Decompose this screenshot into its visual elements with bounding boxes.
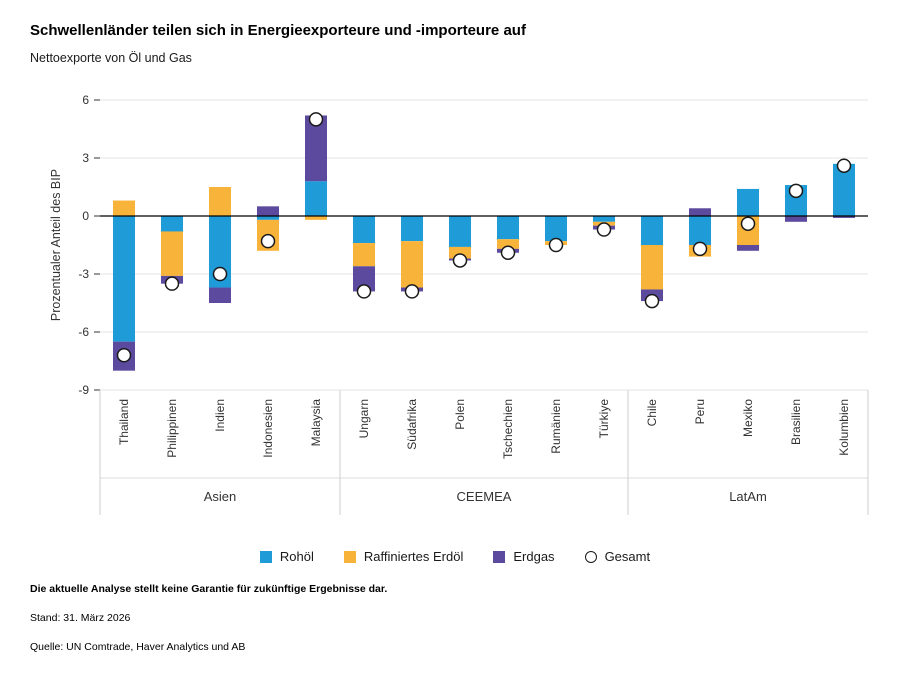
as-of-note: Stand: 31. März 2026 <box>30 612 131 624</box>
bar-segment <box>497 216 519 240</box>
total-marker <box>260 233 276 249</box>
bar-segment <box>449 246 471 259</box>
bar-segment <box>785 216 807 222</box>
bar-segment <box>353 216 375 244</box>
bar-segment <box>689 216 711 245</box>
total-marker <box>452 253 468 268</box>
total-marker <box>644 293 660 309</box>
legend-item-raffiniertes-erd-l: Raffiniertes Erdöl <box>343 549 464 564</box>
bar-segment <box>593 216 615 222</box>
bar-segment <box>401 216 423 242</box>
bar-segment <box>305 181 327 216</box>
country-label: Chile <box>645 399 659 427</box>
bar-segment <box>353 243 375 267</box>
y-tick-label: 0 <box>82 209 89 223</box>
country-label: Malaysia <box>309 399 323 447</box>
y-tick-label: -3 <box>78 267 89 281</box>
bar-segment <box>833 163 855 216</box>
bar-segment <box>209 287 231 303</box>
disclaimer-note: Die aktuelle Analyse stellt keine Garant… <box>30 583 388 595</box>
legend-label: Rohöl <box>279 549 314 564</box>
bar-segment <box>305 216 327 220</box>
total-marker <box>356 284 372 299</box>
group-label: CEEMEA <box>457 489 512 504</box>
country-label: Polen <box>453 399 467 430</box>
country-label: Mexiko <box>741 399 755 437</box>
legend-item-roh-l: Rohöl <box>259 549 314 564</box>
series-color-swatch <box>343 550 356 563</box>
chart-subtitle: Nettoexporte von Öl und Gas <box>30 51 192 65</box>
bar-segment <box>113 216 135 342</box>
country-label: Tschechien <box>501 399 515 459</box>
bar-segment <box>257 206 279 216</box>
bar-segment <box>833 216 855 218</box>
gesamt-marker-icon <box>584 550 597 563</box>
total-marker <box>164 276 180 291</box>
bar-segment <box>737 245 759 251</box>
country-label: Südafrika <box>405 399 419 450</box>
bar-segment <box>305 115 327 182</box>
country-label: Rumänien <box>549 399 563 454</box>
legend-label: Raffiniertes Erdöl <box>363 549 464 564</box>
total-marker <box>548 237 564 253</box>
legend-item-erdgas: Erdgas <box>493 549 555 564</box>
total-marker <box>308 112 324 127</box>
series-color-swatch <box>259 550 272 563</box>
total-marker <box>596 222 612 237</box>
group-label: Asien <box>204 489 237 504</box>
total-marker <box>836 158 852 173</box>
legend-label: Erdgas <box>513 549 555 564</box>
y-tick-label: -9 <box>78 383 89 397</box>
bar-segment <box>497 239 519 249</box>
bar-segment <box>161 231 183 276</box>
country-label: Brasilien <box>789 399 803 445</box>
country-label: Ungarn <box>357 399 371 438</box>
total-marker <box>788 183 804 199</box>
bar-segment <box>113 200 135 216</box>
total-marker <box>692 241 708 257</box>
total-marker <box>404 284 420 299</box>
stacked-bar-chart: 6 3 0 -3 -6 -9 Prozentualer Anteil des BIP Thai… <box>49 93 869 515</box>
y-tick-label: -6 <box>78 325 89 339</box>
bar-segment <box>449 216 471 247</box>
legend-label: Gesamt <box>604 549 651 564</box>
chart-title: Schwellenländer teilen sich in Energieex… <box>30 22 526 39</box>
bar-segment <box>641 216 663 245</box>
group-label: LatAm <box>729 489 767 504</box>
bar-segment <box>545 216 567 242</box>
bar-segment <box>161 216 183 232</box>
country-label: Kolumbien <box>837 399 851 456</box>
bar-segment <box>257 216 279 220</box>
total-marker <box>212 266 228 282</box>
bar-segment <box>689 208 711 216</box>
total-marker <box>500 245 516 260</box>
country-label: Türkiye <box>597 399 611 439</box>
total-marker <box>740 216 756 231</box>
series-color-swatch <box>493 550 506 563</box>
country-label: Peru <box>693 399 707 424</box>
source-note: Quelle: UN Comtrade, Haver Analytics und… <box>30 641 246 653</box>
y-tick-label: 3 <box>82 151 89 165</box>
country-label: Indien <box>213 399 227 432</box>
bar-segment <box>737 188 759 216</box>
legend: Rohöl Raffiniertes Erdöl Erdgas Gesamt <box>0 549 910 564</box>
bar-segment <box>401 241 423 288</box>
country-label: Thailand <box>117 399 131 445</box>
bar-segment <box>209 187 231 216</box>
bar-segment <box>353 266 375 292</box>
country-label: Philippinen <box>165 399 179 458</box>
footnotes: Die aktuelle Analyse stellt keine Garant… <box>30 583 387 670</box>
country-label: Indonesien <box>261 399 275 458</box>
y-tick-label: 6 <box>82 93 89 107</box>
total-marker <box>116 347 132 363</box>
bar-segment <box>641 245 663 290</box>
legend-item-gesamt: Gesamt <box>584 549 651 564</box>
y-axis-label: Prozentualer Anteil des BIP <box>49 169 63 321</box>
